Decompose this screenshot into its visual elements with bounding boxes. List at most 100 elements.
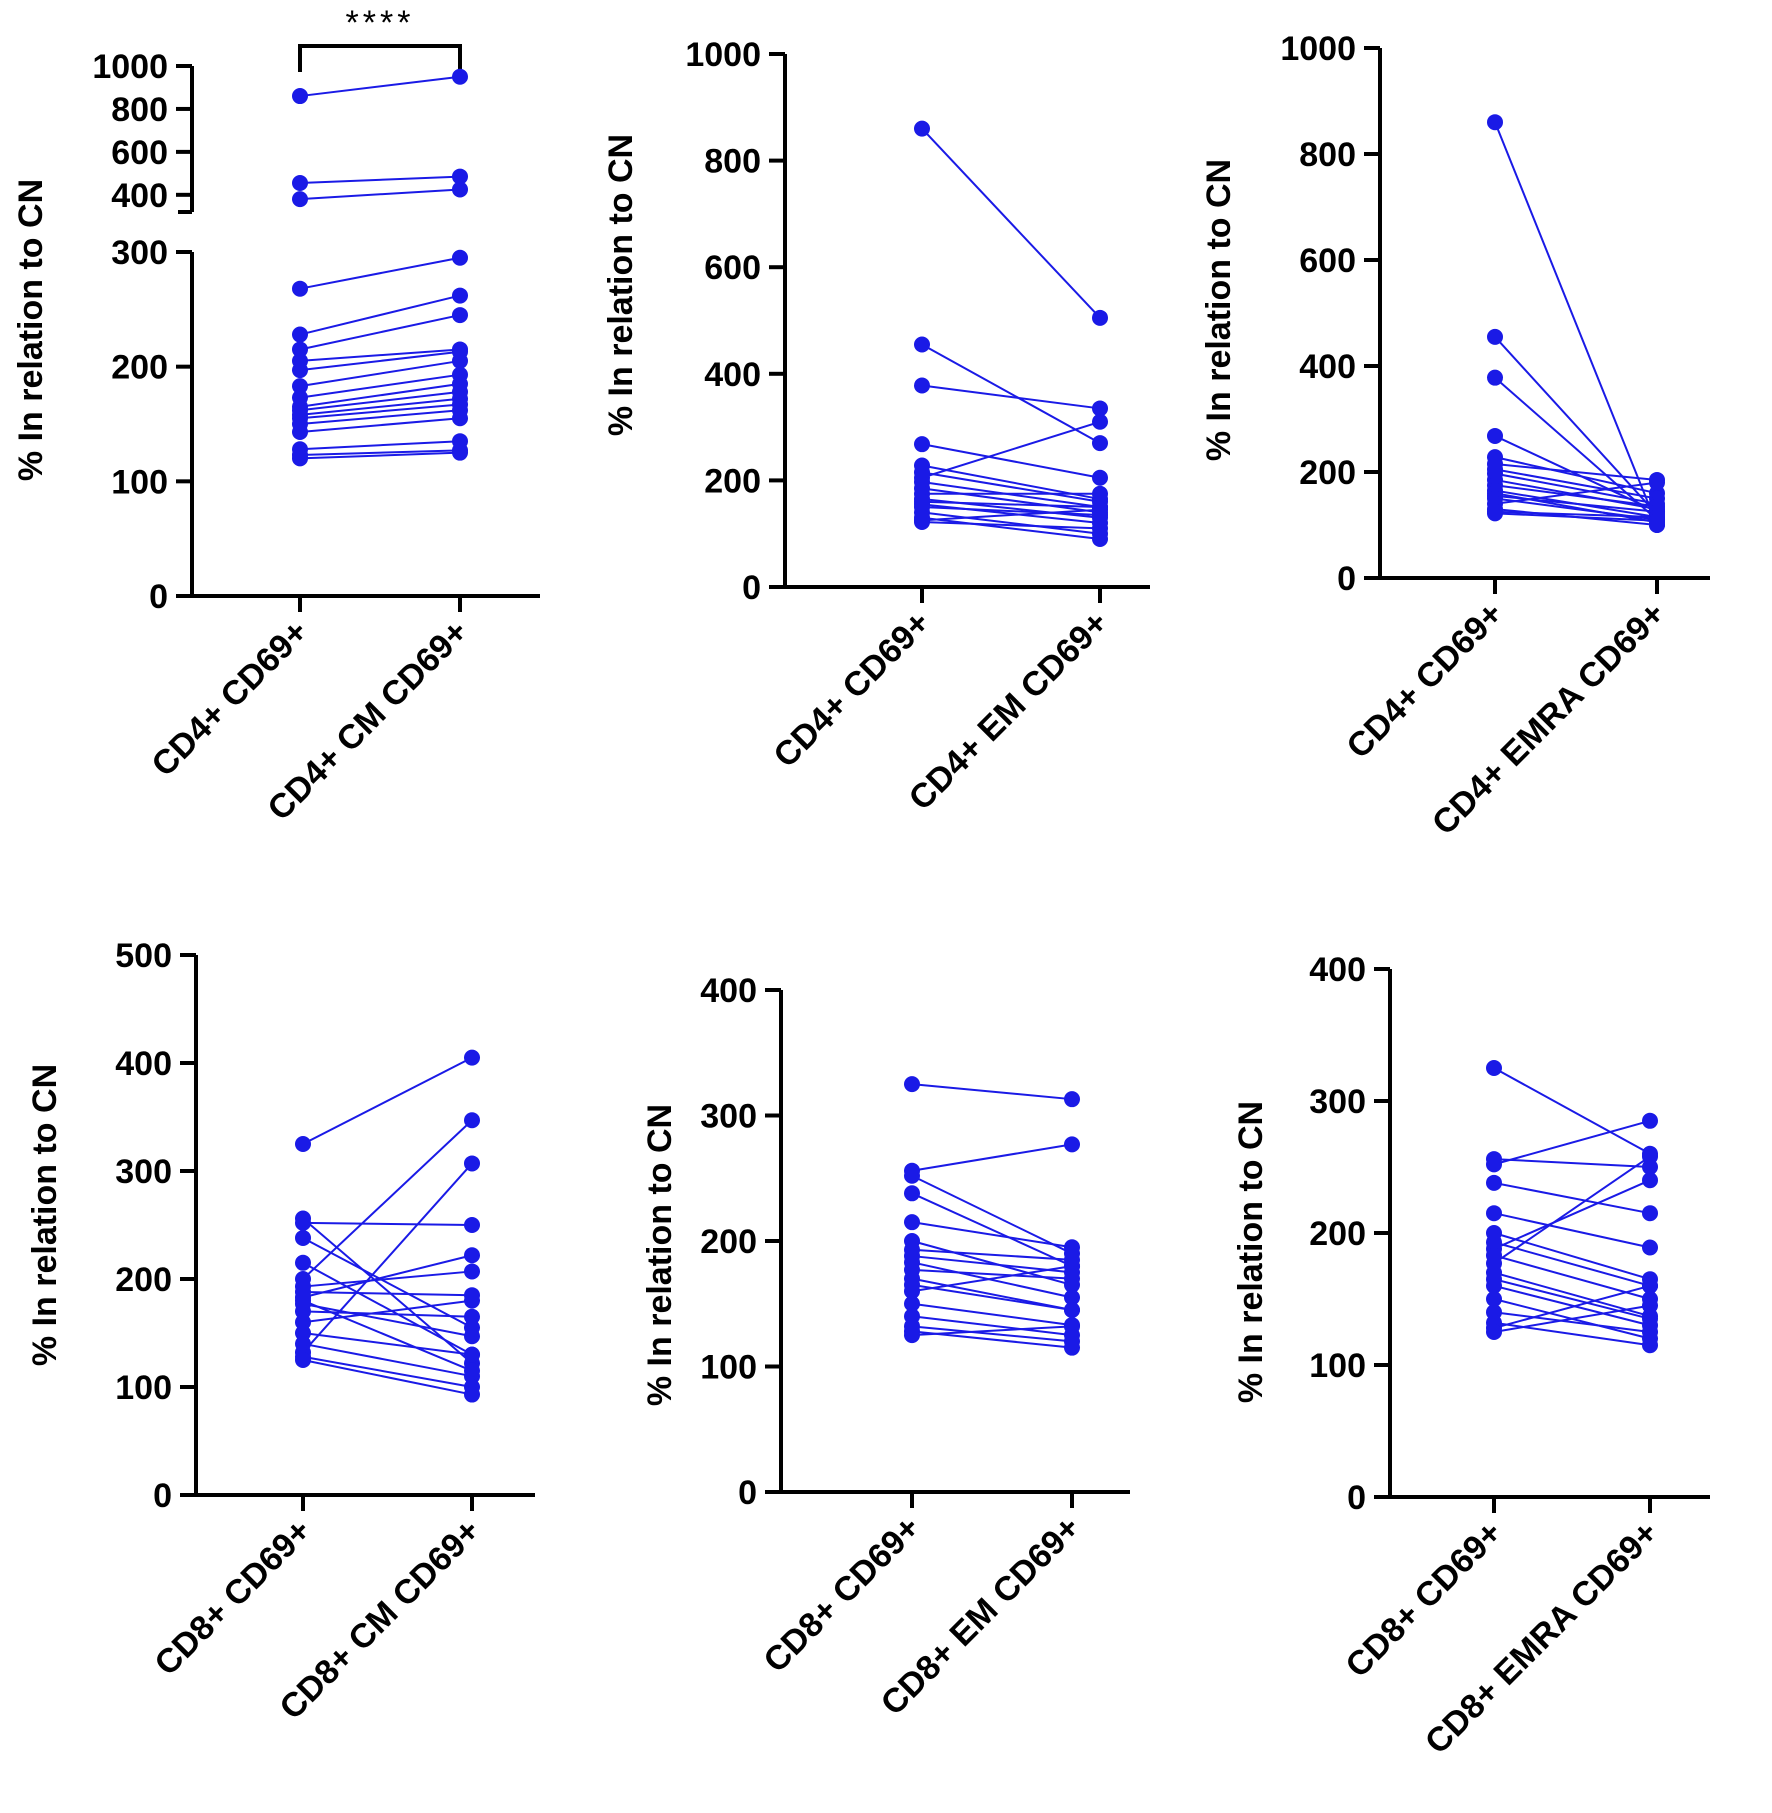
data-point	[1486, 1060, 1502, 1076]
data-point	[1642, 1277, 1658, 1294]
y-tick-label: 400	[115, 1045, 172, 1083]
data-point	[1486, 1291, 1502, 1307]
y-tick-label: 0	[1337, 560, 1356, 598]
data-point	[1486, 1156, 1502, 1173]
data-point	[452, 444, 468, 461]
data-point	[1642, 1324, 1658, 1340]
pair-line	[921, 384, 1101, 410]
y-tick-label: 200	[115, 1261, 172, 1299]
pair-line	[1493, 1241, 1651, 1287]
y-axis-label: % In relation to CN	[602, 134, 640, 436]
pair-line	[1494, 484, 1658, 508]
pair-line	[911, 1315, 1073, 1337]
y-tick-label: 100	[115, 1369, 172, 1407]
y-tick-label: 100	[1309, 1347, 1366, 1385]
pair-line	[921, 500, 1101, 509]
x-category-label: CD8+ CD69+	[756, 1509, 927, 1680]
data-point	[1642, 1205, 1658, 1222]
pair-line	[302, 1270, 473, 1288]
y-tick-label: 600	[1299, 242, 1356, 280]
pair-line	[921, 511, 1101, 535]
y-tick-label: 200	[111, 349, 168, 387]
data-point	[464, 1308, 480, 1325]
pair-line	[921, 471, 1101, 503]
pair-line	[299, 449, 461, 456]
data-point	[1642, 1148, 1658, 1165]
pair-line	[911, 1302, 1073, 1327]
pair-line	[921, 443, 1101, 479]
significance-label: ****	[346, 4, 415, 42]
pair-line	[1493, 1179, 1651, 1250]
pair-line	[921, 127, 1101, 319]
pair-line	[1494, 481, 1658, 505]
data-point	[452, 307, 468, 324]
pair-line	[911, 1221, 1073, 1249]
y-tick-label: 300	[115, 1153, 172, 1191]
data-point	[1064, 1091, 1080, 1108]
y-tick-label: 200	[704, 462, 761, 500]
pair-line	[302, 1056, 473, 1145]
data-point	[292, 191, 308, 208]
pair-line	[299, 350, 461, 372]
data-point	[1092, 485, 1108, 502]
data-point	[464, 1049, 480, 1066]
pair-line	[1493, 1311, 1651, 1333]
data-point	[904, 1185, 920, 1202]
y-axis-label: % In relation to CN	[1200, 159, 1238, 461]
y-tick-label: 1000	[1280, 30, 1356, 68]
y-tick-label: 600	[704, 249, 761, 287]
y-tick-label: 200	[700, 1223, 757, 1261]
pair-line	[299, 382, 461, 408]
y-tick-label: 200	[1309, 1215, 1366, 1253]
data-point	[904, 1327, 920, 1344]
y-tick-label: 400	[111, 177, 168, 215]
data-point	[464, 1292, 480, 1309]
pair-line	[911, 1248, 1073, 1261]
pair-line	[921, 508, 1101, 522]
pair-line	[1493, 1304, 1651, 1333]
data-point	[904, 1076, 920, 1093]
y-tick-label: 800	[704, 143, 761, 181]
pair-line	[1494, 478, 1658, 511]
pair-line	[299, 359, 461, 388]
data-point	[1642, 1239, 1658, 1256]
pair-line	[1493, 1181, 1651, 1215]
data-point	[292, 450, 308, 467]
data-point	[452, 168, 468, 185]
pair-line	[1494, 336, 1658, 516]
pair-line	[302, 1299, 473, 1372]
data-point	[464, 1362, 480, 1379]
x-category-label: CD4+ CD69+	[144, 613, 315, 784]
pair-line	[299, 451, 461, 460]
data-point	[1486, 1205, 1502, 1222]
pair-line	[302, 1359, 473, 1396]
pair-line	[1494, 468, 1658, 500]
data-point	[1487, 427, 1503, 444]
data-point	[292, 88, 308, 105]
pair-line	[299, 294, 461, 336]
pair-line	[1494, 456, 1658, 495]
pair-line	[1493, 1271, 1651, 1318]
pair-line	[299, 390, 461, 412]
data-point	[1487, 328, 1503, 345]
pair-line	[921, 516, 1101, 541]
panel-cd8-cm: 0 100 200 300 400 500 % In relation to CN CD8+ …	[26, 937, 535, 1727]
data-point	[464, 1247, 480, 1264]
data-point	[295, 1214, 311, 1231]
pair-line	[1494, 376, 1658, 521]
data-point	[1064, 1289, 1080, 1306]
y-tick-label: 400	[700, 972, 757, 1010]
significance-bracket	[298, 44, 462, 72]
data-point	[904, 1295, 920, 1312]
pair-line	[1493, 1254, 1651, 1300]
y-tick-label: 500	[115, 937, 172, 975]
pair-line	[299, 397, 461, 416]
pair-line	[302, 1332, 473, 1356]
pair-line	[1493, 1321, 1651, 1347]
y-tick-label: 300	[700, 1098, 757, 1136]
data-point	[1487, 505, 1503, 522]
data-point	[1092, 309, 1108, 326]
data-point	[464, 1217, 480, 1233]
pair-line	[302, 1254, 473, 1299]
panel-cd4-cm: 0 100 200 300 400 600 800 1000 % In relation to …	[12, 4, 540, 828]
